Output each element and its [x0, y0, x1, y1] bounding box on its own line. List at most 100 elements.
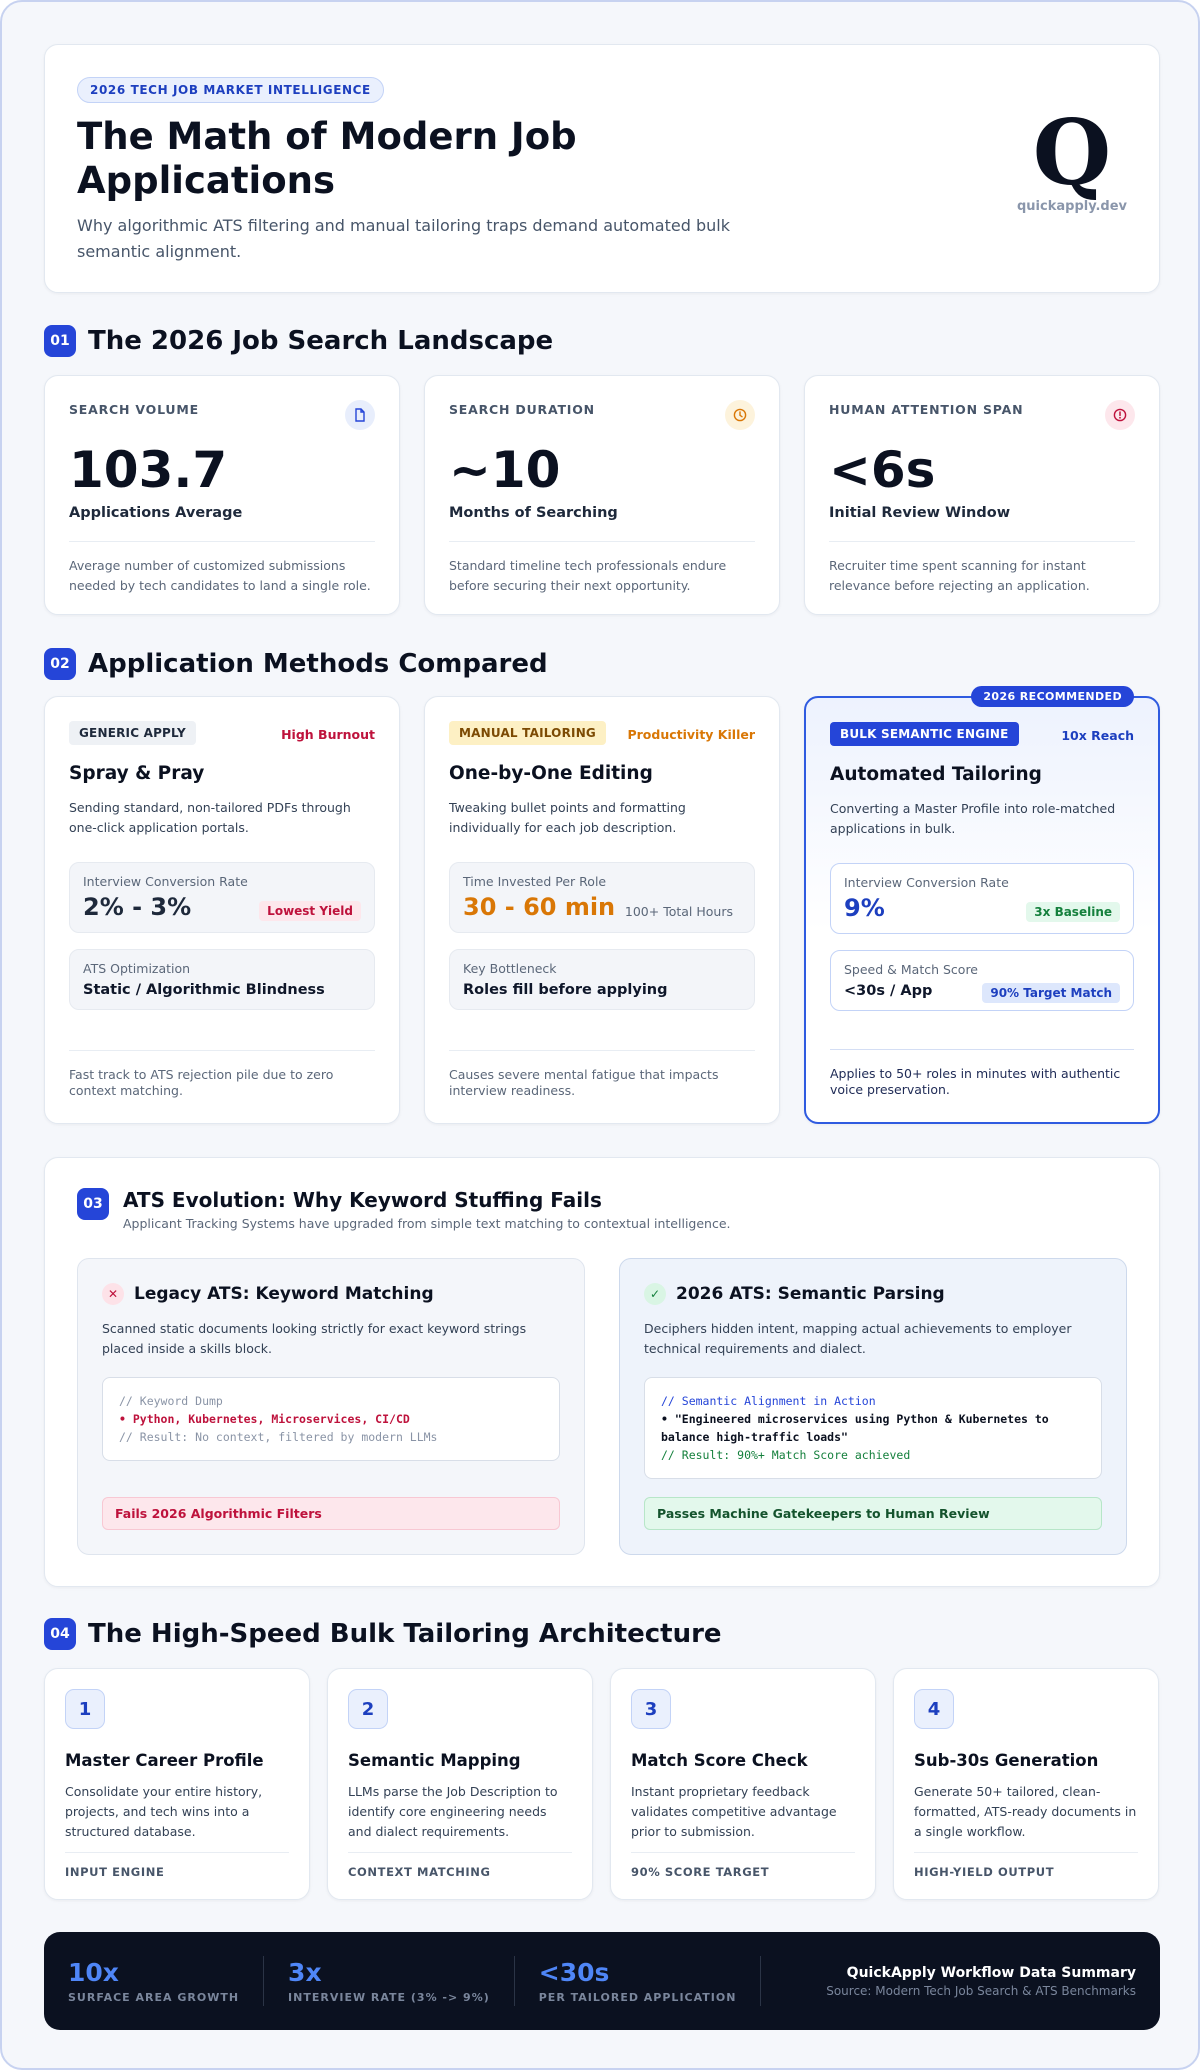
stat-card-search-duration: SEARCH DURATION ~10 Months of Searching … [424, 375, 780, 615]
panel-title: 2026 ATS: Semantic Parsing [676, 1284, 945, 1304]
stat-value: <6s [829, 441, 936, 499]
legacy-ats-panel: ✕ Legacy ATS: Keyword Matching Scanned s… [77, 1258, 585, 1555]
stat-caption: Applications Average [69, 505, 243, 521]
brand-domain-link[interactable]: quickapply.dev [1017, 199, 1128, 214]
method-title: Automated Tailoring [830, 764, 1042, 785]
stat-label: HUMAN ATTENTION SPAN [829, 402, 1024, 417]
code-comment: // Semantic Alignment in Action [661, 1394, 876, 1408]
document-icon [345, 400, 375, 430]
section-number: 04 [44, 1618, 76, 1650]
method-tag: GENERIC APPLY [69, 721, 196, 745]
stat-description: Standard timeline tech professionals end… [449, 558, 727, 593]
summary-value: 10x [68, 1957, 119, 1987]
ats-evolution-card: 03 ATS Evolution: Why Keyword Stuffing F… [44, 1157, 1160, 1587]
method-card-generic-apply: GENERIC APPLY High Burnout Spray & Pray … [44, 696, 400, 1124]
summary-stat: 3x INTERVIEW RATE (3% -> 9%) [288, 1956, 515, 2006]
section-header-landscape: 01 The 2026 Job Search Landscape [44, 325, 553, 357]
section-number: 01 [44, 325, 76, 357]
code-comment: // Result: No context, filtered by moder… [119, 1430, 438, 1444]
method-warning: High Burnout [281, 727, 375, 742]
metric-badge: 90% Target Match [982, 983, 1120, 1003]
method-description: Sending standard, non-tailored PDFs thro… [69, 800, 351, 835]
metric-value: Static / Algorithmic Blindness [83, 982, 325, 998]
summary-title: QuickApply Workflow Data Summary [846, 1964, 1136, 1981]
method-card-bulk-semantic: 2026 RECOMMENDED BULK SEMANTIC ENGINE 10… [804, 686, 1160, 1124]
step-card-match-score: 3 Match Score Check Instant proprietary … [610, 1668, 876, 1900]
step-number: 2 [348, 1689, 388, 1729]
stat-caption: Months of Searching [449, 505, 618, 521]
metric-box-time: Time Invested Per Role 30 - 60 min 100+ … [449, 862, 755, 933]
metric-label: Speed & Match Score [844, 962, 979, 977]
metric-value: Roles fill before applying [463, 982, 668, 998]
metric-box-bottleneck: Key Bottleneck Roles fill before applyin… [449, 949, 755, 1010]
summary-caption: QuickApply Workflow Data Summary Source:… [826, 1965, 1136, 1998]
page-subtitle: Why algorithmic ATS filtering and manual… [77, 216, 730, 261]
section-title: ATS Evolution: Why Keyword Stuffing Fail… [123, 1188, 602, 1212]
semantic-ats-panel: ✓ 2026 ATS: Semantic Parsing Deciphers h… [619, 1258, 1127, 1555]
alert-icon [1105, 400, 1135, 430]
step-tag: 90% SCORE TARGET [631, 1852, 855, 1879]
close-icon: ✕ [102, 1283, 124, 1305]
step-number: 3 [631, 1689, 671, 1729]
metric-box-ats: ATS Optimization Static / Algorithmic Bl… [69, 949, 375, 1010]
metric-label: Time Invested Per Role [463, 874, 607, 889]
divider [829, 541, 1135, 542]
method-footnote: Causes severe mental fatigue that impact… [449, 1050, 755, 1099]
metric-label: Interview Conversion Rate [83, 874, 248, 889]
eyebrow-badge: 2026 TECH JOB MARKET INTELLIGENCE [77, 77, 384, 103]
metric-box-speed: Speed & Match Score <30s / App 90% Targe… [830, 950, 1134, 1011]
summary-label: PER TAILORED APPLICATION [538, 1990, 737, 2004]
step-description: Consolidate your entire history, project… [65, 1784, 263, 1839]
legacy-ats-heading: ✕ Legacy ATS: Keyword Matching [102, 1283, 560, 1305]
metric-value: 9% [844, 894, 885, 922]
page-title: The Math of Modern Job Applications [77, 115, 577, 202]
method-card-manual-tailoring: MANUAL TAILORING Productivity Killer One… [424, 696, 780, 1124]
step-description: LLMs parse the Job Description to identi… [348, 1784, 558, 1839]
stat-description: Recruiter time spent scanning for instan… [829, 558, 1090, 593]
step-number: 4 [914, 1689, 954, 1729]
divider [69, 541, 375, 542]
section-header-methods: 02 Application Methods Compared [44, 648, 548, 680]
summary-source: Source: Modern Tech Job Search & ATS Ben… [826, 1983, 1136, 1998]
code-sample: // Semantic Alignment in Action • "Engin… [644, 1377, 1102, 1479]
step-description: Instant proprietary feedback validates c… [631, 1784, 837, 1839]
section-number: 03 [77, 1188, 109, 1220]
method-description: Tweaking bullet points and formatting in… [449, 800, 686, 835]
step-tag: CONTEXT MATCHING [348, 1852, 572, 1879]
code-line: • "Engineered microservices using Python… [661, 1412, 1049, 1444]
step-card-master-profile: 1 Master Career Profile Consolidate your… [44, 1668, 310, 1900]
code-sample: // Keyword Dump • Python, Kubernetes, Mi… [102, 1377, 560, 1461]
ats-header: 03 ATS Evolution: Why Keyword Stuffing F… [77, 1188, 1127, 1231]
divider [449, 541, 755, 542]
step-number: 1 [65, 1689, 105, 1729]
stat-label: SEARCH VOLUME [69, 402, 199, 417]
summary-label: SURFACE AREA GROWTH [68, 1990, 240, 2004]
section-title: Application Methods Compared [88, 649, 548, 679]
step-tag: HIGH-YIELD OUTPUT [914, 1852, 1138, 1879]
summary-value: <30s [538, 1957, 610, 1987]
step-title: Semantic Mapping [348, 1751, 521, 1770]
method-title: One-by-One Editing [449, 763, 653, 784]
method-tag: MANUAL TAILORING [449, 721, 606, 745]
summary-label: INTERVIEW RATE (3% -> 9%) [288, 1990, 490, 2004]
method-description: Converting a Master Profile into role-ma… [830, 801, 1116, 836]
stat-caption: Initial Review Window [829, 505, 1011, 521]
metric-value: 30 - 60 min [463, 893, 616, 921]
metric-badge: 100+ Total Hours [624, 904, 733, 919]
section-header-architecture: 04 The High-Speed Bulk Tailoring Archite… [44, 1618, 722, 1650]
check-icon: ✓ [644, 1283, 666, 1305]
stat-value: 103.7 [69, 441, 228, 499]
stat-label: SEARCH DURATION [449, 402, 595, 417]
summary-stat: 10x SURFACE AREA GROWTH [68, 1956, 265, 2006]
method-tag: BULK SEMANTIC ENGINE [830, 722, 1019, 746]
step-title: Sub-30s Generation [914, 1751, 1099, 1770]
summary-value: 3x [288, 1957, 322, 1987]
metric-label: Key Bottleneck [463, 961, 557, 976]
summary-stat: <30s PER TAILORED APPLICATION [539, 1956, 762, 2006]
method-footnote: Applies to 50+ roles in minutes with aut… [830, 1049, 1134, 1098]
metric-badge: Lowest Yield [259, 901, 361, 921]
code-line: • Python, Kubernetes, Microservices, CI/… [119, 1412, 410, 1426]
brand-logo[interactable]: Q quickapply.dev [1017, 108, 1128, 214]
section-number: 02 [44, 648, 76, 680]
